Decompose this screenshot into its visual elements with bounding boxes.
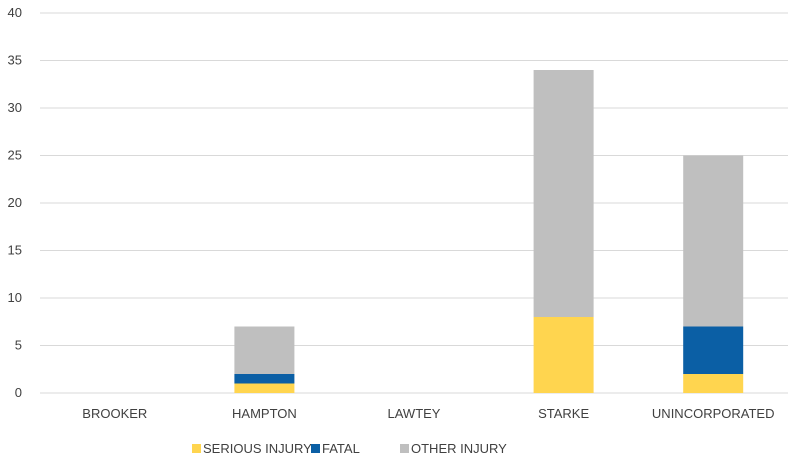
y-axis-ticks: 0 5 10 15 20 25 30 35 40 [8,5,22,400]
bar-other-injury-starke [533,70,594,317]
x-tick-label: BROOKER [82,406,147,421]
legend-swatch [311,444,320,453]
bar-serious-injury-unincorporated [683,374,744,393]
bar-fatal-unincorporated [683,326,744,374]
bar-serious-injury-hampton [234,383,295,393]
y-tick-label: 10 [8,290,22,305]
y-tick-label: 0 [15,385,22,400]
y-tick-label: 30 [8,100,22,115]
bar-other-injury-hampton [234,326,295,374]
bars [234,70,744,393]
bar-other-injury-unincorporated [683,155,744,327]
y-tick-label: 35 [8,53,22,68]
y-tick-label: 25 [8,148,22,163]
y-tick-label: 5 [15,338,22,353]
x-tick-label: UNINCORPORATED [652,406,775,421]
x-tick-label: HAMPTON [232,406,297,421]
x-axis-ticks: BROOKER HAMPTON LAWTEY STARKE UNINCORPORATED [82,406,774,421]
y-tick-label: 40 [8,5,22,20]
legend-swatch [192,444,201,453]
legend-label: OTHER INJURY [411,441,507,456]
y-tick-label: 20 [8,195,22,210]
legend-swatch [400,444,409,453]
legend-label: FATAL [322,441,360,456]
x-tick-label: STARKE [538,406,589,421]
legend-label: SERIOUS INJURY [203,441,312,456]
legend: SERIOUS INJURY FATAL OTHER INJURY [192,441,507,456]
bar-fatal-hampton [234,374,295,384]
x-tick-label: LAWTEY [388,406,441,421]
y-tick-label: 15 [8,243,22,258]
bar-serious-injury-starke [533,317,594,393]
gridlines [40,12,788,394]
